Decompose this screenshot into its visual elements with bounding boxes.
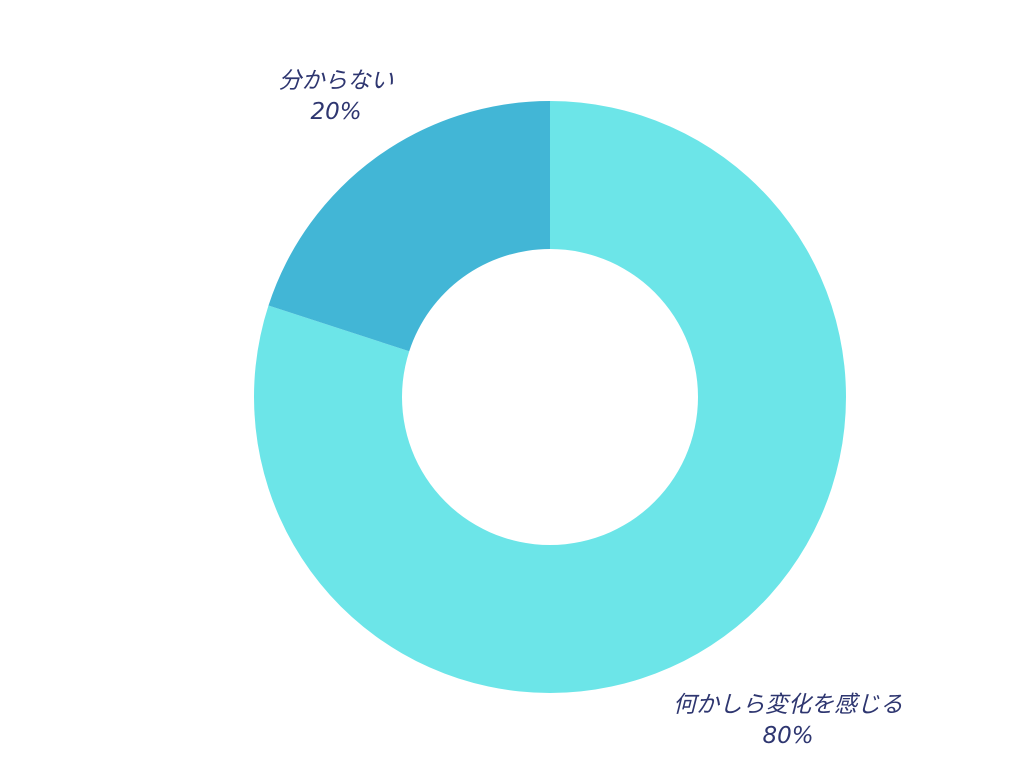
slice-label-value: 20% (310, 99, 362, 125)
slice-label-value: 80% (762, 723, 814, 749)
slice-label-change: 何かしら変化を感じる 80% (638, 690, 938, 752)
donut-slice-0 (254, 101, 847, 693)
slice-label-text: 分からない (278, 68, 394, 94)
donut-slice-1 (268, 101, 550, 352)
slice-label-text: 何かしら変化を感じる (673, 692, 903, 718)
slice-label-unknown: 分からない 20% (236, 66, 436, 128)
